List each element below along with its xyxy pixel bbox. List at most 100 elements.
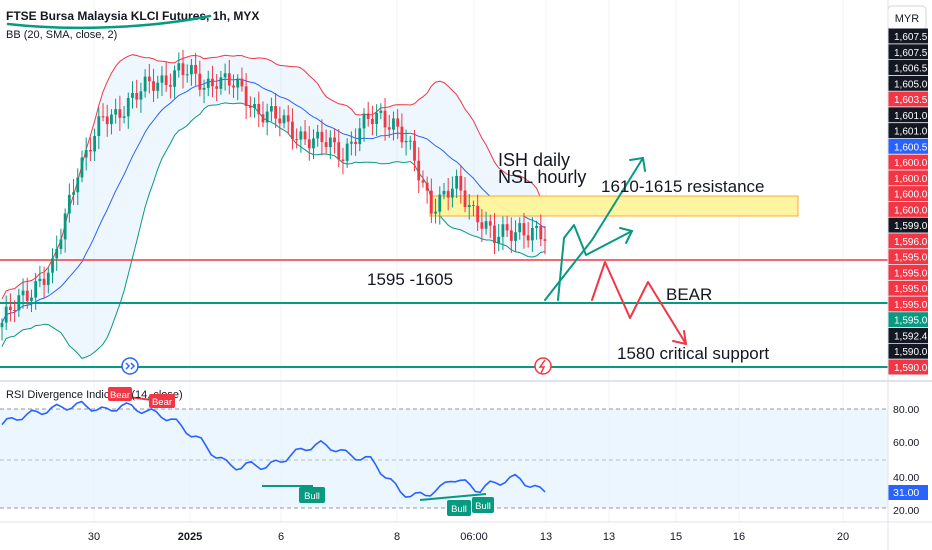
replay-icon[interactable]	[121, 357, 139, 375]
time-axis: 30 2025 6 8 06:00 13 13 15 16 20	[88, 531, 849, 543]
candle	[261, 101, 265, 128]
candle	[345, 138, 349, 168]
candle	[198, 60, 202, 97]
candle	[80, 150, 84, 183]
rsi-axis: 80.00 60.00 40.00 20.00 31.00	[888, 404, 928, 517]
price-axis-label: 1,607.5	[894, 32, 928, 43]
candle	[488, 214, 492, 238]
candle	[63, 208, 67, 253]
price-axis-label: 1,601.0	[894, 111, 928, 122]
candle	[206, 70, 210, 97]
candle	[505, 215, 509, 237]
bull-signal-1: Bull	[299, 487, 325, 503]
candle	[408, 135, 412, 150]
candle	[164, 62, 168, 92]
price-axis-badge	[888, 28, 928, 44]
candle	[358, 118, 362, 152]
candle	[526, 221, 530, 248]
time-label: 06:00	[460, 531, 488, 543]
price-axis-badge	[888, 44, 928, 60]
rsi-band	[0, 409, 888, 508]
candle	[392, 111, 395, 141]
price-axis-label: 1,607.5	[894, 48, 928, 59]
candle	[143, 69, 147, 98]
candle	[429, 178, 433, 224]
alert-icon[interactable]	[534, 357, 552, 375]
svg-text:Bear: Bear	[110, 390, 130, 401]
projection-arrows	[544, 157, 687, 345]
candle	[295, 128, 299, 149]
bull-signal-2: Bull	[447, 500, 471, 516]
bb-upper	[1, 54, 546, 300]
candle	[42, 266, 46, 299]
bear-arrowhead	[672, 330, 687, 345]
price-axis-label: 1,600.0	[894, 190, 928, 201]
range-label: 1595 -1605	[367, 270, 453, 289]
price-axis-label: 1,601.0	[894, 127, 928, 138]
candle	[543, 226, 547, 255]
chart-title: FTSE Bursa Malaysia KLCI Futures, 1h, MY…	[6, 9, 259, 23]
candle	[539, 214, 543, 247]
candle	[248, 96, 252, 118]
candle	[459, 166, 463, 204]
candle	[354, 128, 357, 156]
resistance-label: 1610-1615 resistance	[601, 177, 765, 196]
price-axis-badge	[888, 280, 928, 296]
price-axis-badge	[888, 186, 928, 202]
price-axis-label: 1,599.0	[894, 221, 928, 232]
candle	[501, 216, 505, 251]
candle	[480, 208, 484, 243]
candle	[190, 58, 193, 86]
candle	[34, 272, 38, 310]
candle	[46, 266, 50, 294]
candle	[126, 92, 130, 129]
bull-arrowhead-1	[629, 157, 646, 172]
candle	[240, 67, 244, 92]
candle	[530, 217, 534, 252]
bear-label: BEAR	[666, 285, 712, 304]
candle	[72, 178, 75, 206]
price-axis-label: 1,595.0	[894, 300, 928, 311]
price-axis-badge	[888, 233, 928, 249]
price-axis-label: 1,596.0	[894, 237, 928, 248]
candle	[493, 213, 496, 255]
candle	[236, 74, 240, 101]
price-axis-badge	[888, 359, 928, 375]
candle	[476, 194, 480, 232]
candle	[307, 126, 311, 161]
candle	[518, 217, 522, 240]
candle	[55, 235, 59, 271]
candle	[333, 128, 336, 154]
bull-divergence-line-2	[419, 493, 487, 501]
candle	[425, 176, 429, 204]
candle	[286, 105, 290, 135]
candle	[38, 265, 42, 288]
price-axis-badge	[888, 343, 928, 359]
candle	[375, 104, 379, 137]
candle	[211, 65, 214, 98]
rsi-axis-label: 80.00	[893, 404, 919, 416]
price-axis-label: 1,600.0	[894, 174, 928, 185]
candle	[450, 176, 454, 208]
candle	[118, 95, 122, 132]
price-axis-badge	[888, 217, 928, 233]
candle	[156, 75, 160, 99]
price-axis-badge	[888, 107, 928, 123]
candle	[324, 129, 328, 154]
candle	[396, 109, 400, 140]
candle	[101, 103, 105, 122]
candle	[509, 217, 513, 253]
price-axis-badge	[888, 91, 928, 107]
candle	[257, 91, 261, 128]
candle	[219, 70, 223, 95]
price-axis-label: 1,600.0	[894, 205, 928, 216]
price-axis-badge	[888, 296, 928, 312]
candle	[379, 103, 383, 120]
time-label: 13	[603, 531, 615, 543]
candle	[0, 318, 4, 341]
candle	[13, 300, 17, 323]
candle	[97, 107, 101, 150]
price-axis-badge	[888, 201, 928, 217]
candle	[244, 73, 248, 120]
